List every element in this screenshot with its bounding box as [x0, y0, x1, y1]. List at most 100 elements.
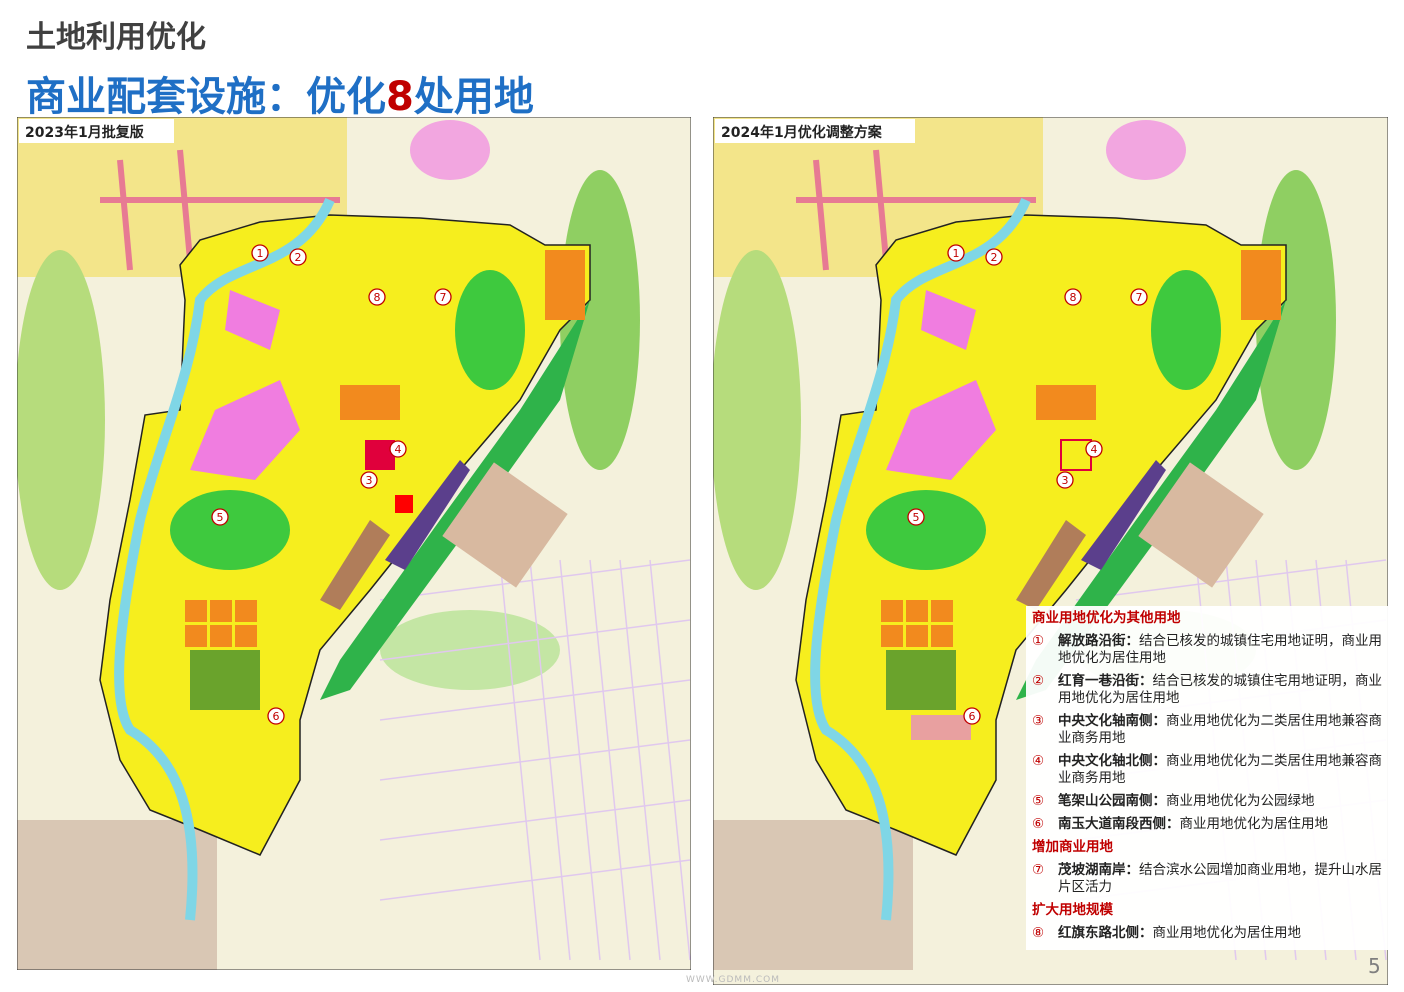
legend-number: ⑤ [1032, 793, 1045, 809]
residential-block [1060, 439, 1092, 471]
legend-number: ⑧ [1032, 925, 1045, 941]
map-label: 2023年1月批复版 [25, 124, 144, 141]
legend-desc: 结合已核发的城镇住宅用地证明，商业用地优化为居住用地 [1058, 673, 1382, 706]
marker [947, 244, 965, 262]
legend-number: ② [1032, 673, 1045, 689]
marker-label: 2 [991, 251, 998, 264]
legend-item: ⑦ 茂坡湖南岸：结合滨水公园增加商业用地，提升山水居片区活力 [1032, 862, 1382, 896]
outer-green [380, 610, 560, 690]
outer-road [379, 799, 691, 841]
label-bg [715, 119, 915, 143]
park [455, 270, 525, 390]
outer-green [17, 250, 105, 590]
outer-road [649, 559, 691, 961]
marker-label: 6 [273, 710, 280, 723]
orange-block [545, 250, 585, 320]
marker-label: 7 [440, 291, 447, 304]
legend-name: 中央文化轴北侧： [1058, 753, 1166, 769]
outer-road [619, 559, 661, 961]
orange-block [906, 625, 928, 647]
map-0: 2023年1月批复版 1 2 3 4 5 6 7 8 [17, 117, 691, 970]
legend-name: 茂坡湖南岸： [1058, 862, 1139, 878]
marker [1064, 288, 1082, 306]
legend-text: 红旗东路北侧：商业用地优化为居住用地 [1058, 925, 1301, 942]
marker-label: 1 [953, 247, 960, 260]
outer-road [379, 679, 691, 721]
marker [434, 288, 452, 306]
river [810, 197, 1031, 921]
marker-label: 2 [295, 251, 302, 264]
outer-road [589, 559, 631, 961]
title-text: 处用地 [413, 74, 534, 120]
marker-label: 4 [395, 443, 402, 456]
legend-name: 红旗东路北侧： [1058, 925, 1153, 941]
outer-road [1075, 559, 1387, 601]
red-block [395, 495, 413, 513]
orange-block [210, 600, 232, 622]
green-belt [320, 300, 590, 700]
legend-name: 中央文化轴南侧： [1058, 713, 1166, 729]
marker-label: 8 [374, 291, 381, 304]
marker [1085, 440, 1103, 458]
outer-road [379, 559, 691, 601]
legend-desc: 商业用地优化为二类居住用地兼容商业商务用地 [1058, 713, 1382, 746]
orange-block [881, 625, 903, 647]
marker [963, 707, 981, 725]
pink-zone [225, 290, 280, 350]
outer-road [379, 859, 691, 901]
watermark: WWW.GDMM.COM [686, 975, 780, 985]
legend-item: ④ 中央文化轴北侧：商业用地优化为二类居住用地兼容商业商务用地 [1032, 753, 1382, 787]
legend-text: 笔架山公园南侧：商业用地优化为公园绿地 [1058, 793, 1315, 810]
marker-label: 5 [913, 511, 920, 524]
orange-block [185, 600, 207, 622]
legend-text: 解放路沿街：结合已核发的城镇住宅用地证明，商业用地优化为居住用地 [1058, 633, 1382, 667]
outer-town [713, 820, 913, 970]
residential-block [911, 715, 971, 740]
legend-heading: 商业用地优化为其他用地 [1032, 610, 1181, 626]
section-title: 土地利用优化 [26, 20, 206, 55]
legend-number: ④ [1032, 753, 1045, 769]
outer-road [559, 559, 601, 961]
park [1151, 270, 1221, 390]
orange-block [185, 625, 207, 647]
legend-desc: 商业用地优化为公园绿地 [1166, 793, 1315, 809]
tan-area [1138, 462, 1264, 588]
outer-green [713, 250, 801, 590]
legend-name: 笔架山公园南侧： [1058, 793, 1166, 809]
legend-text: 红育一巷沿街：结合已核发的城镇住宅用地证明，商业用地优化为居住用地 [1058, 673, 1382, 707]
orange-block [1036, 385, 1096, 420]
brown-block [1016, 520, 1086, 610]
marker [289, 248, 307, 266]
marker [251, 244, 269, 262]
legend-desc: 结合已核发的城镇住宅用地证明，商业用地优化为居住用地 [1058, 633, 1382, 666]
marker-label: 3 [366, 474, 373, 487]
river [114, 197, 335, 921]
legend-desc: 商业用地优化为二类居住用地兼容商业商务用地 [1058, 753, 1382, 786]
marker-label: 5 [217, 511, 224, 524]
marker-label: 3 [1062, 474, 1069, 487]
legend-text: 南玉大道南段西侧：商业用地优化为居住用地 [1058, 816, 1328, 833]
title-number: 8 [386, 74, 414, 120]
outer-town [17, 820, 217, 970]
marker [1130, 288, 1148, 306]
outer-pink [410, 120, 490, 180]
marker [368, 288, 386, 306]
legend-number: ⑦ [1032, 862, 1045, 878]
legend-number: ⑥ [1032, 816, 1045, 832]
legend-item: ② 红育一巷沿街：结合已核发的城镇住宅用地证明，商业用地优化为居住用地 [1032, 673, 1382, 707]
marker-label: 7 [1136, 291, 1143, 304]
legend-desc: 结合滨水公园增加商业用地，提升山水居片区活力 [1058, 862, 1382, 895]
title-text: 商业配套设施：优化 [26, 74, 386, 120]
park [190, 650, 260, 710]
legend-desc: 商业用地优化为居住用地 [1152, 925, 1302, 941]
legend-text: 中央文化轴南侧：商业用地优化为二类居住用地兼容商业商务用地 [1058, 713, 1382, 747]
orange-block [1241, 250, 1281, 320]
legend-heading: 增加商业用地 [1032, 839, 1113, 855]
outer-pink [1106, 120, 1186, 180]
marker-label: 1 [257, 247, 264, 260]
marker [267, 707, 285, 725]
legend-number: ③ [1032, 713, 1045, 729]
legend-number: ① [1032, 633, 1045, 649]
